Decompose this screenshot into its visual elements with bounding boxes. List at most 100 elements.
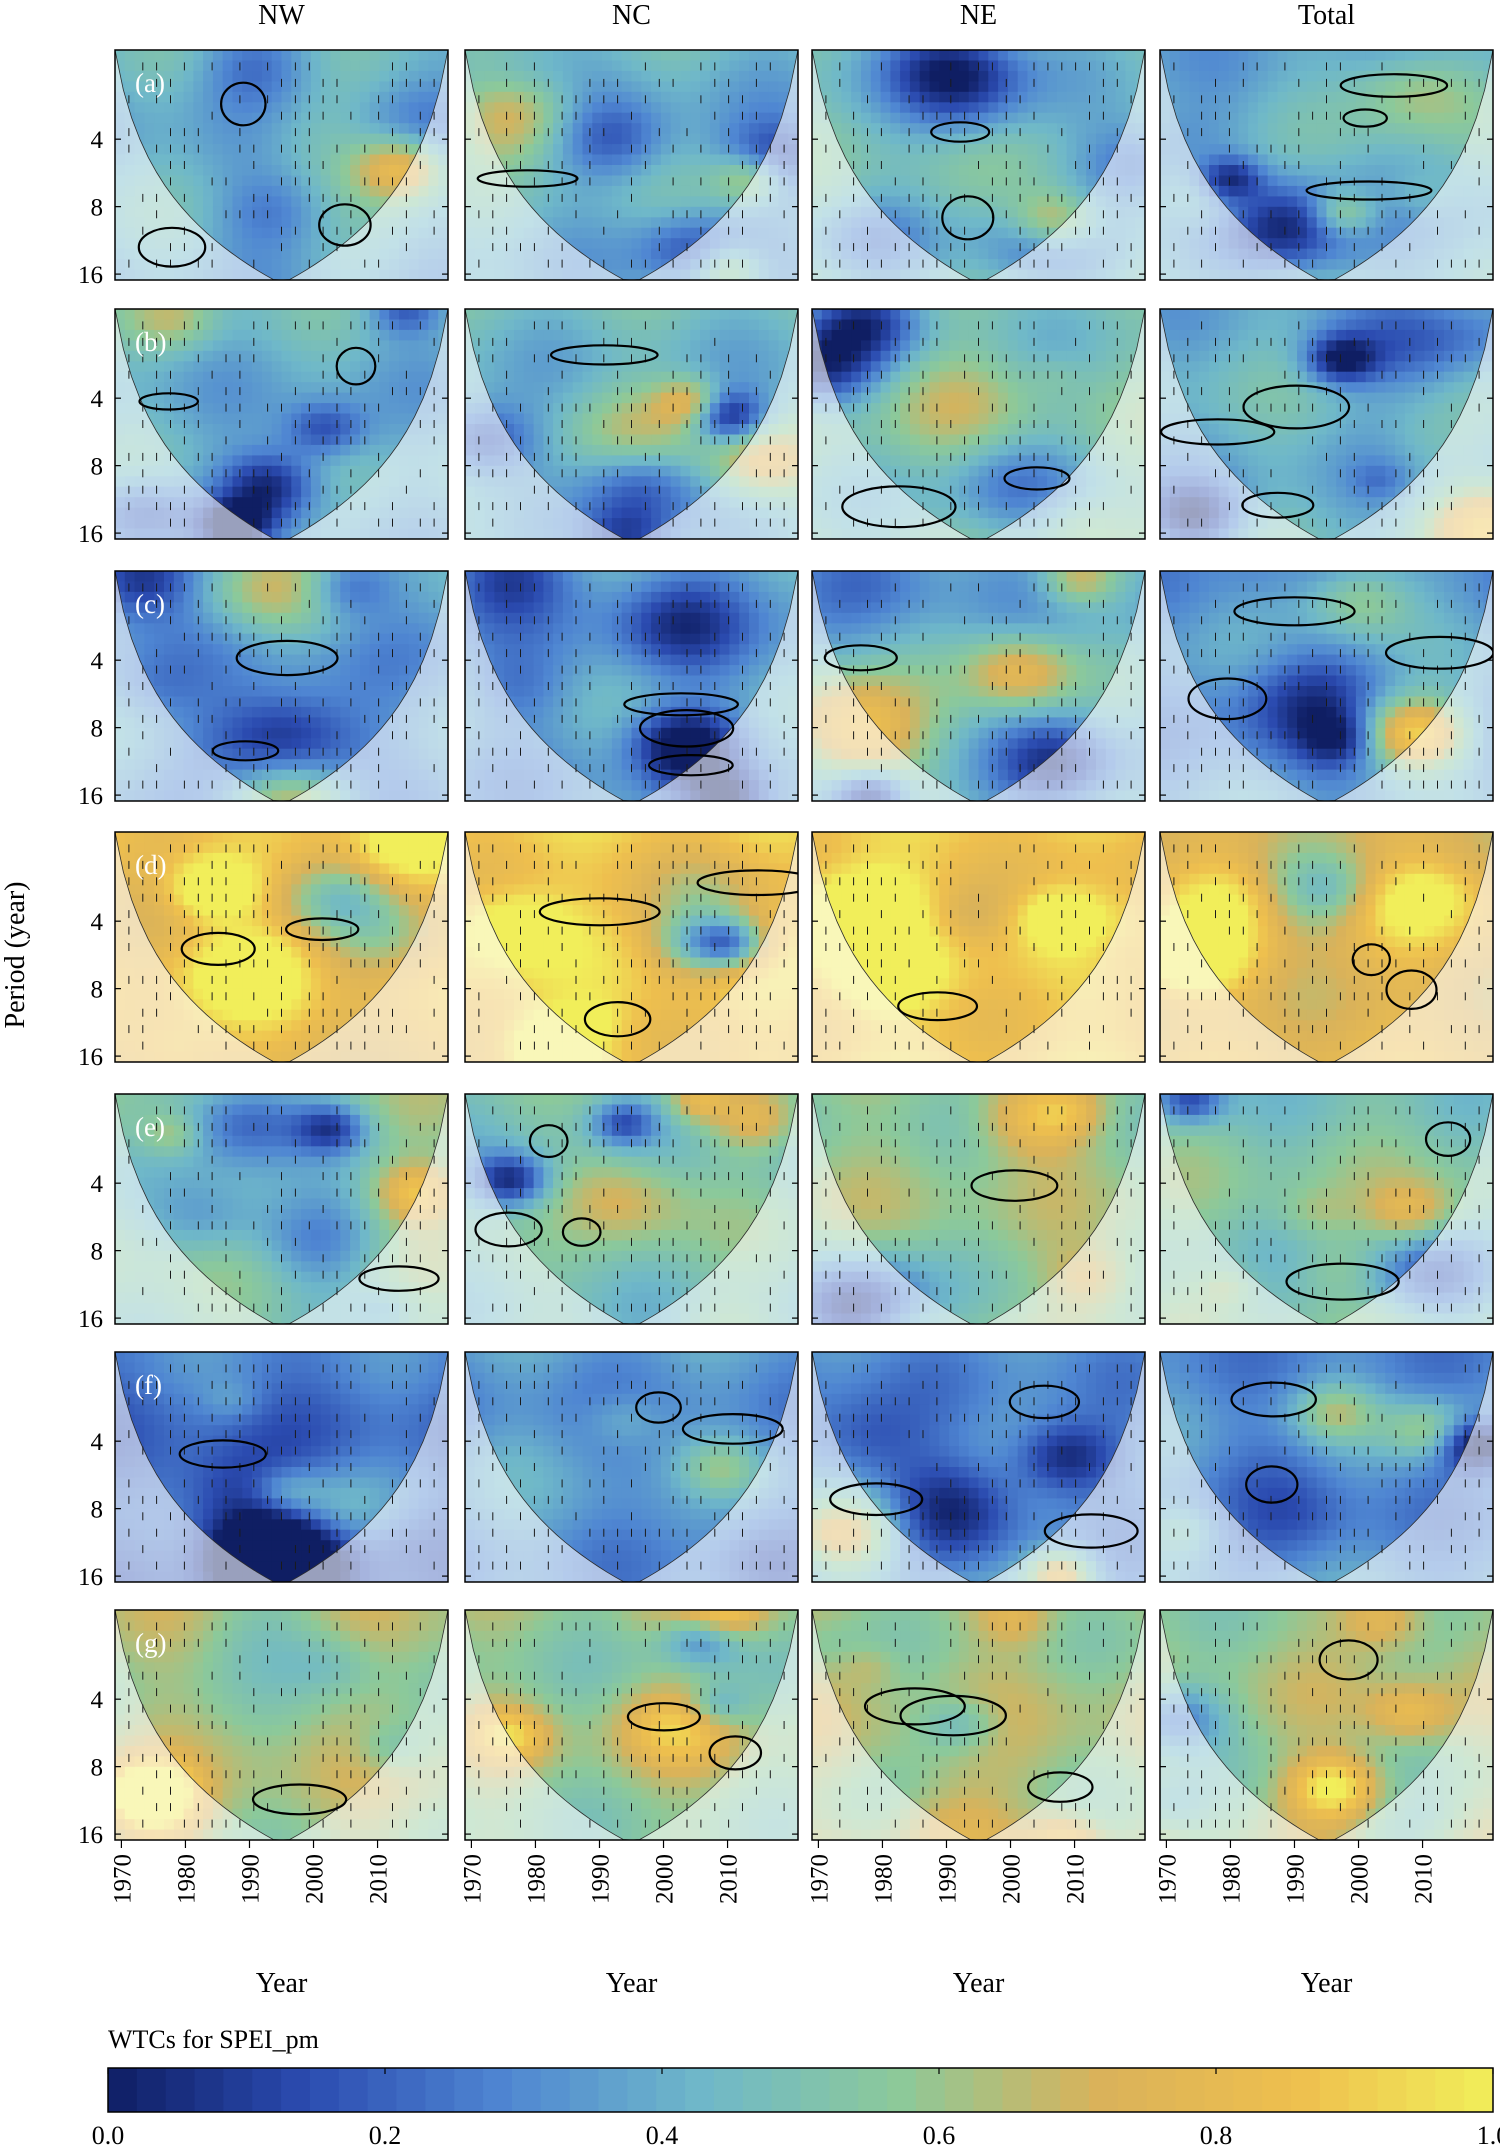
panel-g-nc <box>464 1609 799 1841</box>
y-tick-label: 16 <box>78 521 103 548</box>
panel-frame <box>811 1609 1146 1841</box>
y-tick-label: 4 <box>91 1171 104 1198</box>
panel-frame <box>1159 49 1494 281</box>
x-tick-label: 1990 <box>587 1854 614 1904</box>
significance-contours <box>138 346 377 411</box>
significance-contours <box>823 644 898 672</box>
panel-frame <box>1159 1609 1494 1841</box>
significance-contours <box>1351 943 1438 1011</box>
phase-arrows <box>1173 321 1480 527</box>
colorbar-tick-label: 1.0 <box>1477 2121 1500 2150</box>
panel-letter: (b) <box>135 327 166 357</box>
y-axis-title: Period (year) <box>0 882 31 1029</box>
panel-f-ne <box>811 1351 1146 1583</box>
phase-arrows <box>825 1106 1132 1312</box>
significance-contours <box>474 1124 602 1248</box>
x-tick-label: 1980 <box>173 1854 200 1904</box>
panel-frame <box>114 1609 449 1841</box>
panel-d-total <box>1159 831 1494 1063</box>
column-title-ne: NE <box>960 0 997 31</box>
significance-contours <box>137 81 372 268</box>
panel-frame <box>464 1351 799 1583</box>
x-tick-label: 2010 <box>716 1854 743 1904</box>
significance-contours <box>930 121 995 241</box>
significance-contours <box>1318 1639 1379 1681</box>
panel-c-nc <box>464 570 799 802</box>
panel-b-ne <box>811 308 1146 540</box>
panel-frame <box>114 570 449 802</box>
panel-frame <box>811 308 1146 540</box>
phase-arrows <box>1173 1622 1480 1828</box>
x-tick-label: 1980 <box>1218 1854 1245 1904</box>
significance-contours <box>1285 1121 1472 1301</box>
panel-frame <box>811 1351 1146 1583</box>
panel-letter: (a) <box>135 68 165 98</box>
significance-contours <box>635 1391 784 1445</box>
significance-contours <box>251 1783 348 1816</box>
panel-letter: (c) <box>135 589 165 619</box>
panel-f-nc <box>464 1351 799 1583</box>
significance-contours <box>178 1439 268 1469</box>
y-tick-label: 16 <box>78 1044 103 1071</box>
significance-contours <box>623 692 739 777</box>
panel-b-nc <box>464 308 799 540</box>
colorbar-tick-label: 0.4 <box>646 2121 679 2150</box>
x-tick-label: 1970 <box>109 1854 136 1904</box>
significance-contours <box>358 1265 440 1292</box>
panel-a-ne <box>811 49 1146 281</box>
phase-arrows <box>128 1364 435 1570</box>
panel-frame <box>464 831 799 1063</box>
panel-frame <box>114 1093 449 1325</box>
y-tick-label: 16 <box>78 1564 103 1591</box>
x-tick-label: 1980 <box>870 1854 897 1904</box>
phase-arrows <box>478 583 785 789</box>
significance-contours <box>211 639 339 762</box>
column-title-nc: NC <box>612 0 651 31</box>
panel-f-total <box>1159 1351 1494 1583</box>
panel-frame <box>1159 308 1494 540</box>
panel-g-nw: (g) 4 8 16 <box>78 1609 449 1849</box>
panel-frame <box>114 308 449 540</box>
x-tick-label: 2000 <box>999 1854 1026 1904</box>
phase-arrows <box>825 62 1132 268</box>
phase-arrows <box>128 1622 435 1828</box>
colorbar-tick-label: 0.6 <box>923 2121 956 2150</box>
panel-frame <box>811 570 1146 802</box>
panel-a-nc <box>464 49 799 281</box>
significance-contours <box>1230 1381 1318 1504</box>
x-axis-title: Year <box>1301 1968 1353 1999</box>
panel-letter: (e) <box>135 1112 165 1142</box>
panel-frame <box>464 1093 799 1325</box>
panel-frame <box>1159 1093 1494 1325</box>
x-tick-label: 2010 <box>366 1854 393 1904</box>
y-tick-label: 4 <box>91 1687 104 1714</box>
panel-c-nw: (c) 4 8 16 <box>78 570 449 810</box>
colorbar-title: WTCs for SPEI_pm <box>108 2025 319 2054</box>
y-tick-label: 4 <box>91 648 104 675</box>
phase-arrows <box>478 1364 785 1570</box>
significance-contours <box>1305 73 1449 201</box>
x-tick-label: 1970 <box>1154 1854 1181 1904</box>
panel-b-nw: (b) 4 8 16 <box>78 308 449 548</box>
panel-d-nw: (d) 4 8 16 <box>78 831 449 1071</box>
significance-contours <box>538 869 798 1038</box>
y-tick-label: 4 <box>91 909 104 936</box>
colorbar-tick-label: 0.8 <box>1200 2121 1233 2150</box>
significance-contours <box>626 1702 763 1771</box>
significance-contours <box>841 466 1071 529</box>
significance-contours <box>1160 384 1351 519</box>
panel-frame <box>1159 1351 1494 1583</box>
phase-arrows <box>1173 844 1480 1050</box>
x-axis-title: Year <box>256 1968 308 1999</box>
panel-g-total <box>1159 1609 1494 1841</box>
y-tick-label: 8 <box>91 1497 104 1524</box>
panel-c-ne <box>811 570 1146 802</box>
x-tick-label: 1990 <box>237 1854 264 1904</box>
phase-arrows <box>128 844 435 1050</box>
panel-frame <box>811 831 1146 1063</box>
panel-frame <box>811 1093 1146 1325</box>
panel-letter: (f) <box>135 1370 162 1400</box>
significance-contours <box>549 344 659 366</box>
significance-contours <box>476 169 579 188</box>
panel-e-total <box>1159 1093 1494 1325</box>
